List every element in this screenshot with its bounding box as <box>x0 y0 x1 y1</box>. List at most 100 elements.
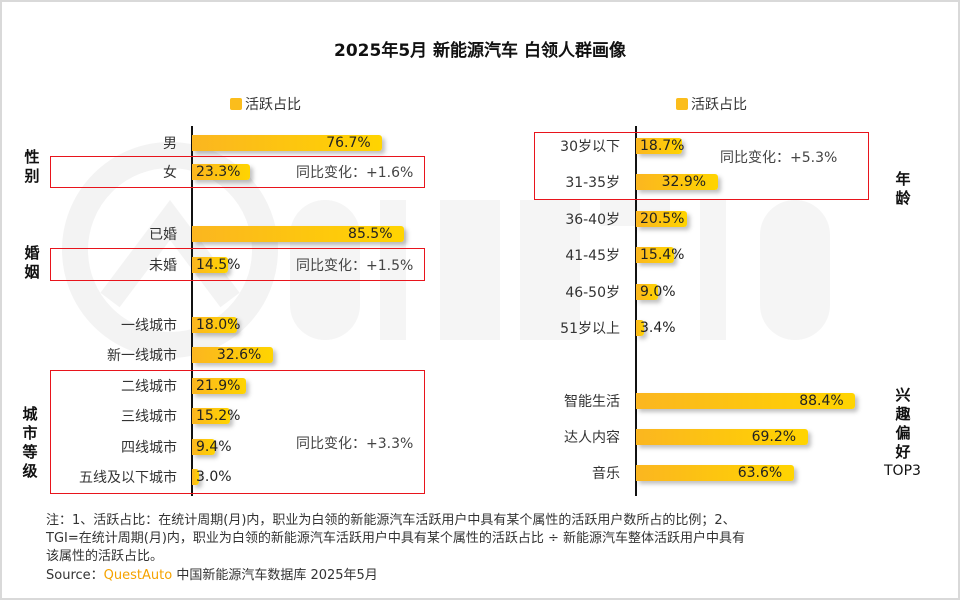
bar <box>192 164 250 180</box>
page-title: 2025年5月 新能源汽车 白领人群画像 <box>334 41 626 61</box>
legend-swatch <box>676 98 688 110</box>
category-label: 二线城市 <box>121 379 177 395</box>
value-label: 9.0% <box>640 284 676 300</box>
value-label: 21.9% <box>196 378 241 394</box>
bar <box>192 347 273 363</box>
highlight-box <box>50 156 425 188</box>
highlight-box <box>50 370 425 494</box>
bar <box>636 320 645 336</box>
category-label: 四线城市 <box>121 440 177 456</box>
value-label: 15.4% <box>640 247 685 263</box>
category-label: 男 <box>163 136 177 152</box>
group-label-char: 别 <box>24 167 40 185</box>
bar <box>636 138 683 154</box>
yoy-change-label: 同比变化：+1.6% <box>296 165 414 181</box>
group-label-char: 年 <box>895 170 911 188</box>
category-label: 未婚 <box>149 258 177 274</box>
category-label: 新一线城市 <box>107 348 177 364</box>
group-label-char: 级 <box>22 462 38 480</box>
value-label: 32.9% <box>661 174 707 190</box>
note-line-2: TGI=在统计周期(月)内，职业为白领的新能源汽车活跃用户中具有某个属性的活跃占… <box>46 531 746 546</box>
value-label: 32.6% <box>216 347 262 363</box>
value-label: 14.5% <box>196 257 241 273</box>
group-label-char: 等 <box>22 443 38 461</box>
right-axis <box>635 126 637 496</box>
value-label: 18.0% <box>196 317 241 333</box>
group-label-suffix: TOP3 <box>884 463 921 479</box>
group-label-char: 姻 <box>24 263 40 281</box>
legend-left: 活跃占比 <box>230 94 301 114</box>
category-label: 音乐 <box>592 466 620 482</box>
legend-swatch <box>230 98 242 110</box>
value-label: 69.2% <box>751 429 797 445</box>
note-line-1: 注：1、活跃占比：在统计周期(月)内，职业为白领的新能源汽车活跃用户中具有某个属… <box>46 513 736 528</box>
value-label: 63.6% <box>737 465 783 481</box>
group-label-char: 趣 <box>895 405 911 423</box>
legend-right: 活跃占比 <box>676 94 747 114</box>
value-label: 85.5% <box>348 226 393 242</box>
category-label: 五线及以下城市 <box>79 470 177 486</box>
value-label: 9.4% <box>196 439 232 455</box>
bar <box>636 174 718 190</box>
bar <box>192 135 383 151</box>
value-label: 23.3% <box>196 164 241 180</box>
group-label-char: 偏 <box>895 424 911 442</box>
bar <box>636 247 675 263</box>
category-label: 三线城市 <box>121 409 177 425</box>
left-axis <box>191 126 193 496</box>
group-label: 年龄 <box>892 170 914 208</box>
bar <box>636 284 659 300</box>
category-label: 女 <box>163 165 177 181</box>
group-label: 婚姻 <box>21 244 43 282</box>
category-label: 36-40岁 <box>565 212 620 228</box>
group-label: 城市等级 <box>19 405 41 481</box>
bar <box>636 211 687 227</box>
group-label-char: 性 <box>24 148 40 166</box>
value-label: 76.7% <box>326 135 371 151</box>
group-label-char: 婚 <box>24 244 40 262</box>
bar <box>192 226 405 242</box>
group-label-char: 好 <box>895 443 911 461</box>
yoy-change-label: 同比变化：+1.5% <box>296 258 414 274</box>
group-label-char: 龄 <box>895 189 911 207</box>
value-label: 18.7% <box>640 138 685 154</box>
group-label-char: 城 <box>22 405 38 423</box>
category-label: 30岁以下 <box>560 139 620 155</box>
legend-label: 活跃占比 <box>691 97 747 113</box>
legend-label: 活跃占比 <box>245 97 301 113</box>
bar <box>636 465 794 481</box>
value-label: 3.4% <box>640 320 676 336</box>
value-label: 20.5% <box>640 211 685 227</box>
bar <box>192 439 216 455</box>
category-label: 智能生活 <box>564 394 620 410</box>
category-label: 46-50岁 <box>565 285 620 301</box>
source-text: 中国新能源汽车数据库 2025年5月 <box>172 568 378 583</box>
source-prefix: Source： <box>46 568 104 583</box>
source-brand: QuestAuto <box>103 568 173 583</box>
value-label: 15.2% <box>196 408 241 424</box>
note-line-3: 该属性的活跃占比。 <box>46 549 164 564</box>
bar <box>636 393 856 409</box>
category-label: 41-45岁 <box>565 248 620 264</box>
category-label: 达人内容 <box>564 430 620 446</box>
group-label-char: 兴 <box>895 386 911 404</box>
bar <box>192 317 237 333</box>
yoy-change-label: 同比变化：+3.3% <box>296 436 414 452</box>
bar <box>636 429 808 445</box>
group-label: 性别 <box>21 148 43 186</box>
category-label: 已婚 <box>149 227 177 243</box>
bar <box>192 469 200 485</box>
category-label: 31-35岁 <box>565 175 620 191</box>
bar <box>192 378 247 394</box>
value-label: 88.4% <box>799 393 844 409</box>
group-label-char: 市 <box>22 424 38 442</box>
bar <box>192 408 230 424</box>
group-label: 兴趣偏好 TOP3 <box>884 386 921 481</box>
source-line: Source：QuestAuto 中国新能源汽车数据库 2025年5月 <box>46 567 378 585</box>
category-label: 51岁以上 <box>560 321 620 337</box>
highlight-box <box>50 248 425 281</box>
yoy-change-label: 同比变化：+5.3% <box>720 150 838 166</box>
category-label: 一线城市 <box>121 318 177 334</box>
value-label: 3.0% <box>196 469 232 485</box>
